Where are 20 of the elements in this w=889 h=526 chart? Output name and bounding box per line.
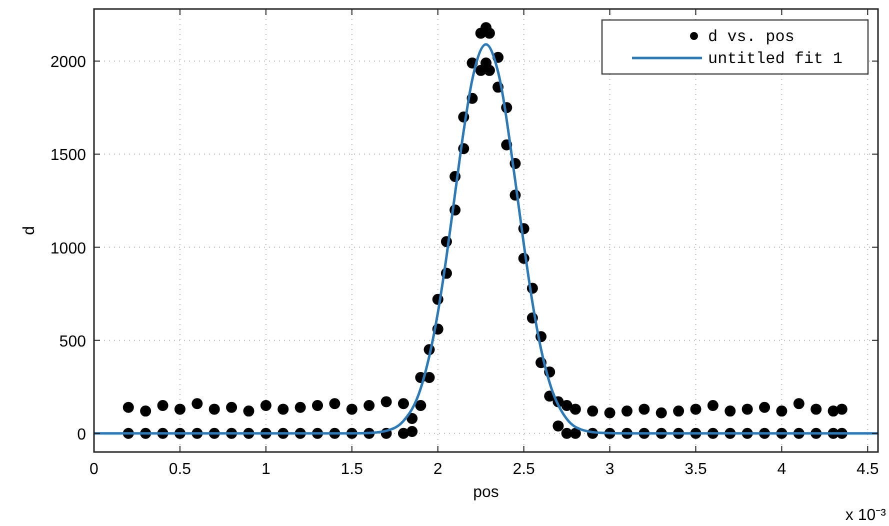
x-tick-label: 1.5	[340, 461, 364, 478]
y-tick-label: 1500	[50, 147, 86, 164]
y-tick-label: 500	[59, 333, 86, 350]
x-tick-label: 2.5	[512, 461, 536, 478]
x-tick-label: 2	[433, 461, 442, 478]
text: x 10⁻³	[845, 507, 887, 524]
x-tick-label: 0.5	[168, 461, 192, 478]
x-tick-label: 1	[261, 461, 270, 478]
legend-label: untitled fit 1	[708, 50, 842, 68]
y-axis-title: d	[21, 226, 38, 235]
legend-label: d vs. pos	[708, 28, 794, 46]
x-axis-title: pos	[473, 484, 499, 501]
x-tick-label: 3.5	[684, 461, 707, 478]
y-tick-label: 2000	[50, 54, 86, 72]
x-tick-label: 0	[90, 461, 99, 478]
y-tick-label: 0	[77, 426, 86, 444]
x-tick-label: 4	[777, 461, 786, 478]
x-tick-label: 3	[605, 461, 614, 478]
y-tick-label: 1000	[50, 240, 86, 258]
x-tick-label: 4.5	[856, 461, 879, 478]
